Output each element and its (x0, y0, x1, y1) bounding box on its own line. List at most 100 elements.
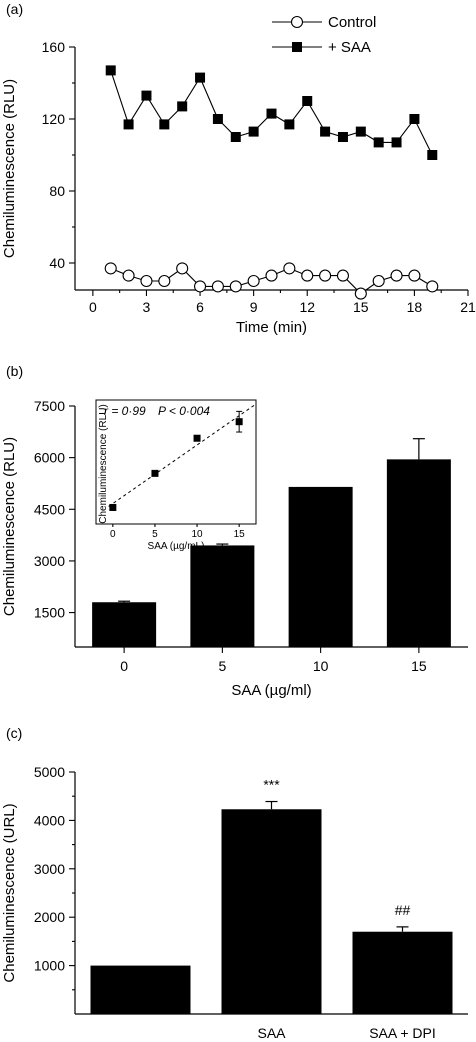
panel-a-y-tick-label: 160 (42, 39, 66, 55)
panel-c-y-tick-label: 1000 (34, 958, 65, 974)
panel-c-bar (90, 965, 191, 1014)
panel-a-saa-point (230, 132, 241, 142)
panel-a-saa-point (427, 150, 438, 160)
panel-c-y-tick-label: 5000 (34, 764, 65, 780)
panel-b-y-tick-label: 6000 (34, 450, 65, 466)
panel-c-y-tick-label: 3000 (34, 861, 65, 877)
panel-a-x-tick-label: 6 (196, 299, 204, 315)
panel-c-significance-label: ## (395, 902, 411, 918)
panel-a-saa-point (302, 96, 313, 106)
panel-a-y-tick-label: 120 (42, 111, 66, 127)
panel-a-saa-point (409, 114, 420, 124)
inset-x-tick-label: 5 (152, 529, 158, 540)
panel-a-control-point (211, 280, 224, 293)
panel-a-saa-point (373, 137, 384, 148)
panel-a-control-point (140, 274, 153, 288)
panel-a-saa-point (141, 90, 152, 101)
panel-a-saa-point (266, 108, 277, 119)
panel-a-saa-point (105, 65, 116, 76)
panel-c-category-label: SAA + DPI (369, 1025, 436, 1041)
panel-b-bar (92, 602, 157, 647)
legend-saa-marker (292, 42, 302, 52)
panel-a-saa-point (391, 137, 402, 148)
panel-a-y-axis-label: Chemiluminescence (RLU) (1, 79, 18, 258)
panel-a-x-tick-label: 15 (353, 299, 369, 315)
panel-a-saa-point (337, 132, 348, 142)
panel-b-category-label: 5 (218, 658, 226, 674)
panel-a-control-point (336, 269, 350, 282)
panel-b-x-axis-label: SAA (µg/ml) (231, 682, 311, 699)
panel-a-saa-point (195, 72, 206, 83)
panel-b-label: (b) (6, 363, 23, 379)
panel-c-y-tick-label: 4000 (34, 812, 65, 828)
inset-x-tick-label: 0 (110, 529, 116, 540)
inset-stat-p: P < 0·004 (158, 404, 210, 418)
panel-b-bar (386, 459, 451, 647)
panel-b-y-tick-label: 4500 (34, 501, 65, 517)
panel-a-saa-point (123, 119, 134, 130)
inset-point (193, 434, 201, 442)
legend-control-marker (290, 15, 304, 29)
panel-a-control-point (265, 269, 278, 282)
panel-a-control-point (122, 269, 135, 282)
inset-x-tick-label: 10 (191, 529, 203, 540)
panel-a-control-point (426, 280, 439, 293)
panel-a-x-tick-label: 21 (460, 299, 476, 315)
panel-a-control-point (319, 269, 332, 282)
panel-a-control-point (390, 269, 403, 282)
panel-a-x-tick-label: 9 (250, 299, 258, 315)
panel-a-saa-point (212, 114, 223, 124)
inset-y-axis-label: Chemiluminescence (RLU) (98, 404, 109, 523)
inset-point (151, 469, 159, 477)
panel-a-control-point (247, 274, 260, 288)
panel-c-label: (c) (6, 725, 22, 741)
panel-a-saa-point (320, 126, 331, 137)
panel-a-x-tick-label: 12 (299, 299, 315, 315)
panel-b-bar (190, 545, 255, 647)
inset-stat-r: r = 0·99 (104, 404, 146, 418)
panel-b-y-tick-label: 3000 (34, 553, 65, 569)
panel-a-saa-point (355, 126, 366, 137)
panel-b-bar (288, 486, 353, 647)
inset-x-axis-label: SAA (µg/mL) (148, 541, 205, 552)
panel-b-y-tick-label: 7500 (34, 398, 65, 414)
panel-c-category-label: SAA (257, 1025, 286, 1041)
panel-c-bar (221, 809, 322, 1014)
inset-point (109, 503, 117, 511)
panel-c-significance-label: *** (263, 777, 280, 793)
inset-point (235, 418, 243, 426)
panel-a: (a) 0 3 6 9 12 15 18 21 40 80 120 160 Time (min) Chemi… (1, 1, 476, 336)
panel-a-control-point (158, 274, 171, 288)
panel-c-bar (352, 931, 453, 1014)
panel-a-saa-point (159, 119, 170, 130)
panel-b-category-label: 0 (120, 658, 128, 674)
panel-b-category-label: 15 (411, 658, 427, 674)
panel-a-control-point (372, 274, 385, 288)
inset-x-tick-label: 15 (234, 529, 246, 540)
panel-c-y-tick-label: 2000 (34, 909, 65, 925)
panel-a-x-tick-label: 3 (143, 299, 151, 315)
panel-b: (b) 1500 3000 4500 6000 7500 0 5 10 15 SAA (µg/ml)… (1, 363, 468, 699)
panel-c-y-axis-label: Chemiluminescence (URL) (1, 803, 18, 982)
panel-a-x-tick-label: 18 (407, 299, 423, 315)
panel-a-saa-point (248, 126, 259, 137)
inset-frame (95, 399, 257, 525)
legend-label: Control (328, 14, 376, 31)
panel-a-x-axis-label: Time (min) (236, 319, 307, 336)
panel-a-saa-point (284, 119, 295, 130)
panel-a-y-tick-label: 80 (49, 183, 65, 199)
panel-b-y-axis-label: Chemiluminescence (RLU) (1, 437, 18, 616)
panel-b-y-tick-label: 1500 (34, 605, 65, 621)
panel-a-label: (a) (6, 1, 23, 17)
panel-c: (c) 1000 2000 3000 4000 5000 *** SAA ## SAA + DPI… (1, 725, 468, 1041)
panel-a-control-point (354, 287, 367, 300)
legend-label: + SAA (328, 39, 371, 56)
panel-a-y-tick-label: 40 (49, 255, 65, 271)
panel-a-saa-point (177, 101, 188, 112)
panel-a-control-point (301, 269, 314, 282)
panel-a-control-point (193, 280, 207, 293)
panel-b-category-label: 10 (313, 658, 329, 674)
panel-a-control-point (408, 269, 421, 282)
